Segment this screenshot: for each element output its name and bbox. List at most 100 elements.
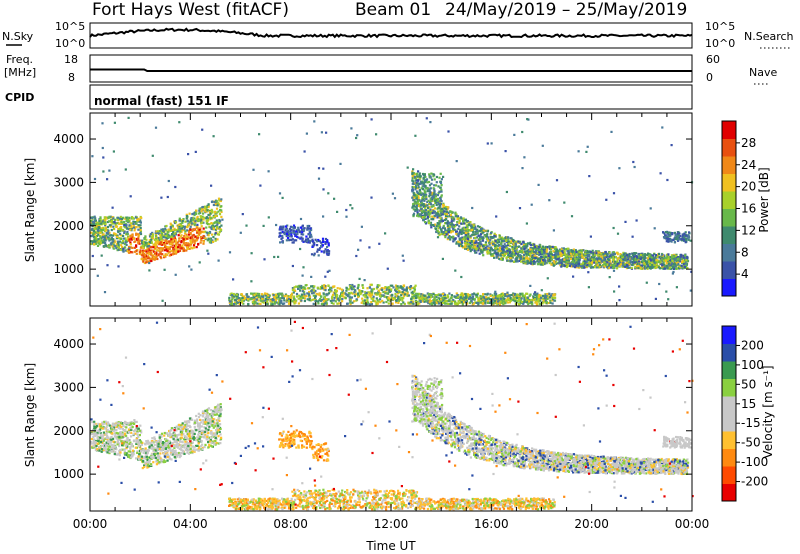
data-cell	[437, 232, 440, 235]
data-cell	[424, 214, 427, 217]
data-cell	[119, 248, 122, 251]
data-cell	[472, 240, 476, 243]
data-cell	[528, 252, 532, 255]
data-cell	[145, 259, 148, 262]
data-cell	[432, 209, 435, 213]
data-cell	[182, 242, 185, 245]
data-cell	[135, 245, 138, 248]
data-cell	[412, 197, 415, 200]
data-cell	[112, 234, 115, 237]
data-cell	[514, 242, 517, 245]
data-cell	[306, 240, 309, 244]
data-cell	[465, 242, 468, 245]
data-cell	[515, 256, 518, 260]
data-cell	[686, 267, 689, 270]
data-cell	[139, 231, 142, 235]
data-cell	[97, 222, 100, 225]
data-cell	[158, 238, 161, 241]
data-cell	[264, 294, 267, 297]
data-cell	[214, 210, 217, 213]
data-cell	[121, 240, 125, 243]
data-cell	[120, 218, 124, 221]
data-cell	[119, 215, 122, 218]
data-cell	[172, 249, 175, 252]
data-cell	[307, 227, 310, 230]
data-cell	[200, 222, 203, 225]
data-cell	[341, 292, 344, 295]
data-cell	[616, 253, 619, 256]
data-cell	[521, 258, 524, 261]
data-cell	[670, 254, 673, 257]
data-cell	[680, 264, 683, 267]
data-cell	[552, 250, 555, 253]
data-cell	[122, 234, 125, 237]
data-cell	[290, 238, 293, 241]
data-cell	[482, 244, 485, 248]
data-cell	[432, 173, 435, 176]
data-cell	[487, 247, 490, 250]
data-cell	[295, 292, 299, 296]
data-cell	[494, 239, 497, 243]
data-cell	[608, 262, 611, 265]
data-cell	[411, 187, 414, 190]
data-cell	[327, 243, 330, 246]
data-cell	[130, 236, 133, 239]
data-cell	[412, 202, 415, 206]
data-cell	[625, 256, 629, 259]
data-cell	[93, 239, 96, 242]
data-cell	[126, 230, 129, 234]
data-cell	[675, 267, 678, 270]
data-cell	[220, 209, 223, 212]
data-cell	[433, 216, 436, 219]
data-cell	[142, 258, 145, 261]
data-cell	[127, 216, 130, 220]
data-cell	[670, 256, 674, 259]
data-cell	[180, 229, 184, 232]
data-cell	[188, 212, 191, 215]
data-cell	[139, 224, 142, 227]
data-cell	[109, 225, 112, 228]
data-cell	[533, 243, 536, 246]
data-cell	[150, 246, 153, 249]
data-cell	[202, 208, 205, 211]
nave-label: Nave	[749, 66, 777, 79]
data-cell	[418, 175, 421, 178]
data-cell	[445, 296, 448, 300]
data-cell	[438, 190, 441, 193]
data-cell	[426, 296, 429, 299]
data-cell	[544, 251, 547, 254]
data-cell	[285, 227, 288, 230]
data-cell	[572, 258, 575, 261]
data-cell	[483, 248, 486, 251]
data-cell	[470, 224, 473, 227]
data-cell	[173, 220, 176, 223]
data-cell	[157, 243, 161, 246]
data-cell	[219, 199, 222, 203]
data-cell	[357, 292, 360, 295]
data-cell	[301, 239, 304, 242]
data-cell	[469, 229, 472, 232]
data-cell	[544, 261, 547, 264]
data-cell	[292, 224, 296, 227]
data-cell	[415, 206, 418, 209]
data-cell	[293, 300, 296, 303]
data-cell	[617, 257, 620, 260]
data-cell	[452, 225, 455, 228]
data-cell	[131, 235, 134, 238]
data-cell	[598, 259, 601, 262]
nsky-label: N.Sky	[2, 30, 34, 43]
data-cell	[375, 301, 378, 304]
data-cell	[633, 266, 637, 269]
data-cell	[637, 266, 640, 270]
data-cell	[293, 239, 296, 242]
data-cell	[625, 261, 628, 264]
data-cell	[94, 217, 97, 220]
data-cell	[458, 217, 461, 220]
data-cell	[577, 260, 580, 263]
data-cell	[460, 222, 463, 225]
data-cell	[309, 239, 312, 242]
data-cell	[474, 251, 477, 254]
data-cell	[121, 241, 125, 245]
data-cell	[436, 216, 439, 219]
data-cell	[105, 229, 108, 232]
